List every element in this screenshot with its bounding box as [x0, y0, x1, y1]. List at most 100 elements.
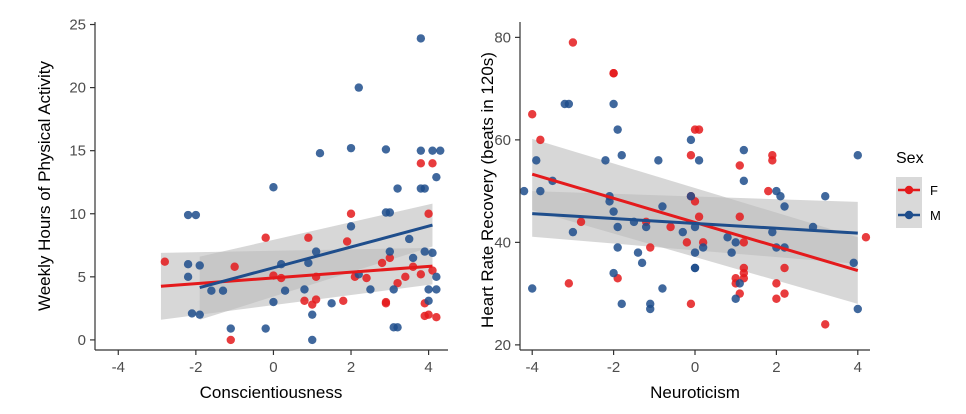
data-point-m — [183, 260, 193, 269]
data-point-m — [308, 310, 317, 319]
data-point-m — [327, 299, 336, 308]
data-point-m — [731, 238, 740, 247]
data-point-m — [821, 192, 830, 201]
data-point-m — [218, 286, 228, 295]
data-point-m — [311, 247, 321, 256]
data-point-m — [646, 304, 655, 314]
data-point-m — [183, 210, 193, 220]
data-point-m — [207, 286, 216, 295]
data-point-f — [780, 263, 789, 273]
data-point-m — [308, 335, 317, 345]
data-point-f — [362, 273, 371, 283]
fit-line-m-right — [532, 212, 858, 235]
x-tick-label: 0 — [269, 359, 277, 376]
x-tick-label: 4 — [424, 359, 432, 376]
data-point-f — [772, 294, 781, 303]
data-point-f — [528, 110, 537, 119]
data-point-m — [280, 286, 290, 295]
data-point-m — [408, 253, 418, 263]
data-point-m — [405, 234, 414, 244]
data-point-f — [416, 159, 426, 168]
data-point-f — [772, 279, 781, 288]
data-point-m — [420, 184, 429, 193]
data-point-f — [780, 289, 789, 298]
data-point-m — [432, 272, 441, 282]
axes-left — [90, 22, 448, 355]
data-point-m — [609, 99, 618, 109]
x-tick-label: -4 — [526, 359, 539, 376]
data-point-f — [304, 233, 313, 242]
y-tick-label: 10 — [69, 206, 86, 223]
data-point-f — [694, 125, 704, 134]
data-point-f — [381, 299, 391, 308]
data-point-m — [617, 299, 626, 309]
scatter-points-left — [160, 34, 445, 345]
x-tick-label: -4 — [112, 359, 125, 376]
data-point-m — [564, 99, 574, 109]
data-point-m — [780, 202, 789, 211]
data-point-m — [436, 146, 445, 155]
data-point-f — [536, 135, 545, 145]
data-point-f — [311, 295, 321, 304]
data-point-m — [432, 172, 441, 182]
data-point-m — [690, 248, 700, 257]
data-point-m — [183, 272, 193, 282]
y-tick-label: 5 — [78, 269, 86, 286]
legend-label-f: F — [930, 183, 938, 198]
data-point-m — [568, 227, 578, 237]
data-point-m — [613, 125, 622, 134]
data-point-m — [385, 208, 395, 217]
data-point-f — [768, 156, 777, 165]
data-point-m — [315, 149, 325, 158]
data-point-f — [735, 161, 744, 170]
data-point-m — [536, 186, 545, 196]
data-point-m — [269, 297, 278, 307]
data-point-m — [416, 34, 426, 43]
scatter-points-right — [519, 38, 871, 329]
data-point-m — [739, 176, 749, 186]
data-point-f — [646, 243, 655, 252]
data-point-f — [764, 186, 773, 196]
data-point-m — [739, 145, 749, 155]
data-point-m — [698, 243, 708, 252]
y-tick-label: 60 — [494, 132, 511, 149]
data-point-m — [428, 248, 437, 258]
data-point-m — [366, 285, 375, 294]
data-point-m — [261, 324, 270, 333]
data-point-m — [601, 156, 610, 165]
data-point-m — [191, 210, 201, 220]
y-axis-title-right: Heart Rate Recovery (beats in 120s) — [478, 52, 497, 328]
data-point-f — [385, 253, 395, 263]
data-point-m — [424, 285, 433, 294]
data-point-m — [385, 247, 395, 256]
y-tick-label: 40 — [494, 234, 511, 251]
data-point-m — [304, 258, 313, 268]
data-point-m — [613, 243, 622, 252]
data-point-m — [617, 151, 626, 160]
data-point-m — [528, 284, 537, 293]
y-tick-label: 20 — [494, 337, 511, 354]
data-point-f — [424, 310, 433, 319]
y-tick-label: 20 — [69, 80, 86, 97]
data-point-m — [694, 156, 704, 165]
data-point-m — [690, 263, 700, 273]
data-point-f — [393, 278, 402, 288]
legend-title: Sex — [896, 150, 924, 167]
data-point-m — [723, 233, 732, 242]
data-point-f — [739, 238, 749, 247]
x-tick-label: -2 — [607, 359, 620, 376]
data-point-m — [432, 285, 441, 294]
data-point-m — [428, 146, 437, 155]
data-point-m — [346, 222, 356, 231]
data-point-m — [776, 192, 785, 201]
data-point-m — [731, 294, 740, 303]
data-point-f — [342, 237, 352, 246]
data-point-m — [658, 202, 667, 211]
x-tick-labels-left: -4 -2 0 2 4 — [112, 359, 433, 376]
data-point-f — [339, 296, 348, 305]
y-tick-label: 0 — [78, 332, 86, 349]
data-point-f — [377, 258, 387, 268]
data-point-m — [735, 279, 744, 288]
data-point-m — [609, 207, 618, 216]
